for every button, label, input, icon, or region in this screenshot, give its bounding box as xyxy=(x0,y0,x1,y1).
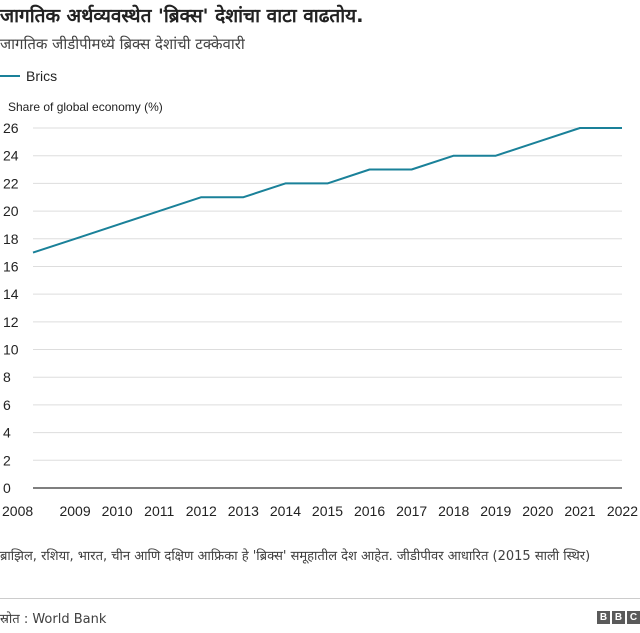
bbc-logo: B B C xyxy=(597,611,640,624)
x-tick-label: 2021 xyxy=(564,503,595,519)
x-tick-label: 2014 xyxy=(270,503,301,519)
y-tick-label: 6 xyxy=(3,397,11,413)
y-tick-label: 24 xyxy=(3,148,19,164)
footnote: ब्राझिल, रशिया, भारत, चीन आणि दक्षिण आफ्… xyxy=(0,549,591,564)
bbc-logo-letter: B xyxy=(612,611,625,624)
y-tick-label: 2 xyxy=(3,452,11,468)
y-tick-label: 20 xyxy=(3,203,19,219)
x-tick-label: 2009 xyxy=(59,503,90,519)
x-tick-label: 2015 xyxy=(312,503,343,519)
footer-divider xyxy=(0,598,640,599)
x-tick-label: 2010 xyxy=(102,503,133,519)
y-tick-label: 0 xyxy=(3,480,11,496)
y-tick-label: 16 xyxy=(3,258,19,274)
y-tick-label: 22 xyxy=(3,175,19,191)
legend-swatch-brics xyxy=(0,75,20,77)
y-tick-label: 8 xyxy=(3,369,11,385)
x-tick-label: 2011 xyxy=(144,503,174,519)
x-tick-label: 2008 xyxy=(2,503,33,519)
x-tick-label: 2018 xyxy=(438,503,469,519)
legend-label-brics: Brics xyxy=(26,68,58,84)
x-tick-label: 2012 xyxy=(186,503,217,519)
chart-title: जागतिक अर्थव्यवस्थेत 'ब्रिक्स' देशांचा व… xyxy=(0,5,364,27)
y-tick-label: 12 xyxy=(3,314,19,330)
y-tick-label: 4 xyxy=(3,425,11,441)
legend: Brics xyxy=(0,67,57,85)
y-tick-label: 26 xyxy=(3,120,19,136)
y-tick-label: 18 xyxy=(3,231,19,247)
x-tick-label: 2013 xyxy=(228,503,259,519)
bbc-logo-letter: C xyxy=(627,611,640,624)
x-tick-label: 2020 xyxy=(522,503,553,519)
source-text: स्रोत : World Bank xyxy=(0,612,107,627)
chart-subtitle: जागतिक जीडीपीमध्ये ब्रिक्स देशांची टक्के… xyxy=(0,35,245,53)
y-axis-label: Share of global economy (%) xyxy=(8,100,163,114)
x-tick-label: 2019 xyxy=(480,503,511,519)
x-tick-label: 2016 xyxy=(354,503,385,519)
series-line-brics xyxy=(32,127,622,254)
y-tick-label: 10 xyxy=(3,342,19,358)
x-tick-label: 2022 xyxy=(607,503,638,519)
y-tick-label: 14 xyxy=(3,286,19,302)
x-tick-label: 2017 xyxy=(396,503,427,519)
bbc-logo-letter: B xyxy=(597,611,610,624)
